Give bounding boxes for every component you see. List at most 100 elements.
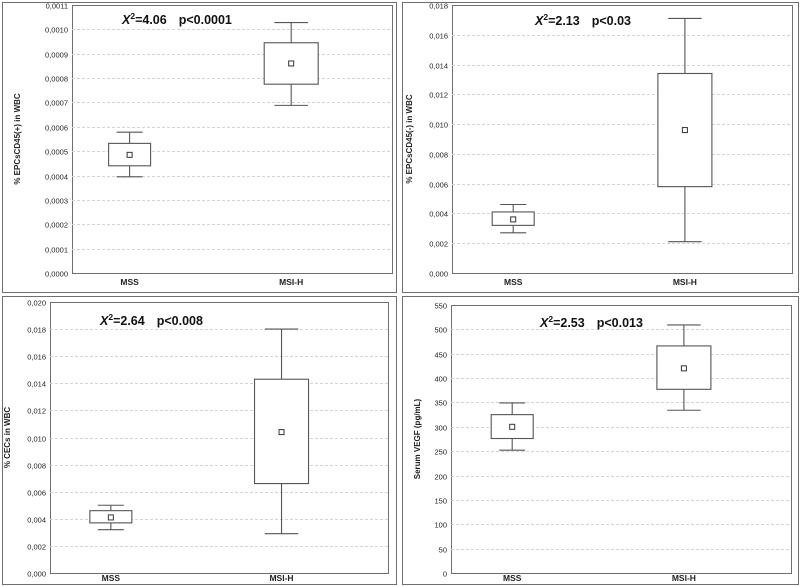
y-tick-label: 0,010: [27, 434, 46, 443]
y-tick-label: 0,006: [429, 180, 448, 189]
y-tick-label: 0,008: [27, 461, 46, 470]
y-tick-label: 0,0008: [45, 74, 68, 83]
y-tick-label: 250: [434, 447, 447, 456]
p-value: p<0.008: [157, 314, 203, 328]
y-axis-title: % EPCsCD45(+) in WBC: [13, 93, 22, 185]
statistic-annotation: X2=4.06 p<0.0001: [121, 11, 232, 27]
chi-superscript: 2: [130, 11, 135, 21]
box-plot-msi-h: [657, 17, 713, 243]
y-tick-label: 0,002: [429, 239, 448, 248]
y-tick-label: 500: [434, 325, 447, 334]
chart-panel-4: 0 50 100 150 200 250 300 350 400 450 500 550 Serum V…: [402, 296, 799, 585]
statistic-value: =2.13: [548, 14, 580, 28]
x-category-label: MSS: [102, 573, 121, 583]
x-category-label: MSI-H: [673, 277, 697, 287]
statistic-annotation: X2=2.64 p<0.008: [99, 312, 203, 328]
plot-area: [72, 5, 393, 274]
y-tick-label: 0,0004: [45, 172, 68, 181]
y-tick-label: 0,008: [429, 150, 448, 159]
p-value: p<0.03: [592, 14, 631, 28]
statistic-annotation: X2=2.13 p<0.03: [534, 12, 631, 28]
mean-marker: [681, 127, 688, 134]
x-category-label: MSI-H: [269, 573, 293, 583]
mean-marker: [509, 423, 516, 430]
mean-marker: [107, 514, 114, 521]
statistic-value: =2.64: [113, 314, 145, 328]
mean-marker: [126, 151, 133, 158]
y-tick-label: 0,0011: [46, 1, 68, 10]
y-tick-label: 0,0003: [45, 196, 68, 205]
y-axis-title: % CECs in WBC: [3, 407, 12, 469]
plot-area: [452, 5, 793, 274]
chi-superscript: 2: [108, 312, 113, 322]
chart-panel-1: 0,0000 0,0001 0,0002 0,0003 0,0004 0,0005 0,00…: [2, 1, 397, 293]
box-plot-mss: [89, 504, 133, 531]
y-tick-label: 0,018: [429, 1, 448, 10]
statistic-annotation: X2=2.53 p<0.013: [539, 314, 643, 330]
y-tick-label: 0,012: [429, 90, 448, 99]
statistic-value: =4.06: [135, 13, 167, 27]
box-plot-mss: [490, 402, 534, 451]
x-category-label: MSI-H: [279, 277, 303, 287]
chart-panel-2: 0,000 0,002 0,004 0,006 0,008 0,010 0,012 0,014…: [402, 1, 799, 293]
y-tick-label: 150: [434, 496, 447, 505]
y-tick-label: 0,016: [429, 31, 448, 40]
y-tick-label: 0,0000: [45, 269, 68, 278]
y-tick-label: 0,012: [27, 406, 46, 415]
x-category-label: MSI-H: [672, 573, 696, 583]
y-tick-label: 0,016: [27, 352, 46, 361]
box-plot-msi-h: [656, 324, 712, 411]
y-tick-label: 0,0006: [45, 123, 68, 132]
x-category-label: MSS: [120, 277, 139, 287]
y-tick-label: 0,0005: [45, 147, 68, 156]
chi-symbol: X: [534, 14, 544, 28]
y-tick-label: 350: [434, 398, 447, 407]
mean-marker: [680, 365, 687, 372]
y-tick-label: 0,0009: [45, 50, 68, 59]
y-tick-label: 0,014: [27, 379, 46, 388]
box-plot-mss: [108, 131, 152, 178]
y-tick-label: 0,020: [27, 298, 46, 307]
statistic-value: =2.53: [553, 316, 585, 330]
chi-superscript: 2: [543, 12, 548, 22]
y-tick-label: 0,006: [27, 488, 46, 497]
y-tick-label: 0,0001: [45, 245, 68, 254]
box-plot-mss: [491, 203, 535, 234]
y-tick-label: 300: [434, 423, 447, 432]
y-tick-label: 0,004: [429, 209, 448, 218]
y-tick-label: 0,018: [27, 325, 46, 334]
x-category-label: MSS: [503, 573, 522, 583]
chi-symbol: X: [539, 316, 549, 330]
chi-superscript: 2: [548, 314, 553, 324]
y-axis-title: % EPCsCD45(-) in WBC: [405, 94, 414, 184]
y-tick-label: 0,0007: [45, 98, 68, 107]
y-tick-label: 200: [434, 472, 447, 481]
y-tick-label: 0,010: [429, 120, 448, 129]
mean-marker: [510, 216, 517, 223]
plot-area: [451, 305, 792, 574]
y-tick-label: 0: [443, 569, 447, 578]
mean-marker: [278, 429, 285, 436]
x-category-label: MSS: [504, 277, 523, 287]
y-tick-label: 0,000: [429, 269, 448, 278]
y-tick-label: 0,014: [429, 61, 448, 70]
y-tick-label: 0,000: [27, 569, 46, 578]
y-tick-label: 0,0010: [45, 25, 68, 34]
p-value: p<0.013: [597, 316, 643, 330]
y-tick-label: 400: [434, 374, 447, 383]
chart-panel-3: 0,000 0,002 0,004 0,006 0,008 0,010 0,012 0,014…: [2, 296, 397, 585]
y-tick-label: 0,0002: [45, 220, 68, 229]
y-tick-label: 0,004: [27, 515, 46, 524]
mean-marker: [288, 60, 295, 67]
box-plot-msi-h: [253, 328, 310, 535]
y-tick-label: 100: [434, 520, 447, 529]
chi-symbol: X: [121, 13, 131, 27]
y-tick-label: 450: [434, 350, 447, 359]
y-tick-label: 550: [434, 301, 447, 310]
y-tick-label: 50: [439, 545, 447, 554]
y-tick-label: 0,002: [27, 542, 46, 551]
box-plot-msi-h: [263, 21, 319, 106]
y-axis-title: Serum VEGF (pg/mL): [413, 398, 422, 479]
p-value: p<0.0001: [179, 13, 232, 27]
